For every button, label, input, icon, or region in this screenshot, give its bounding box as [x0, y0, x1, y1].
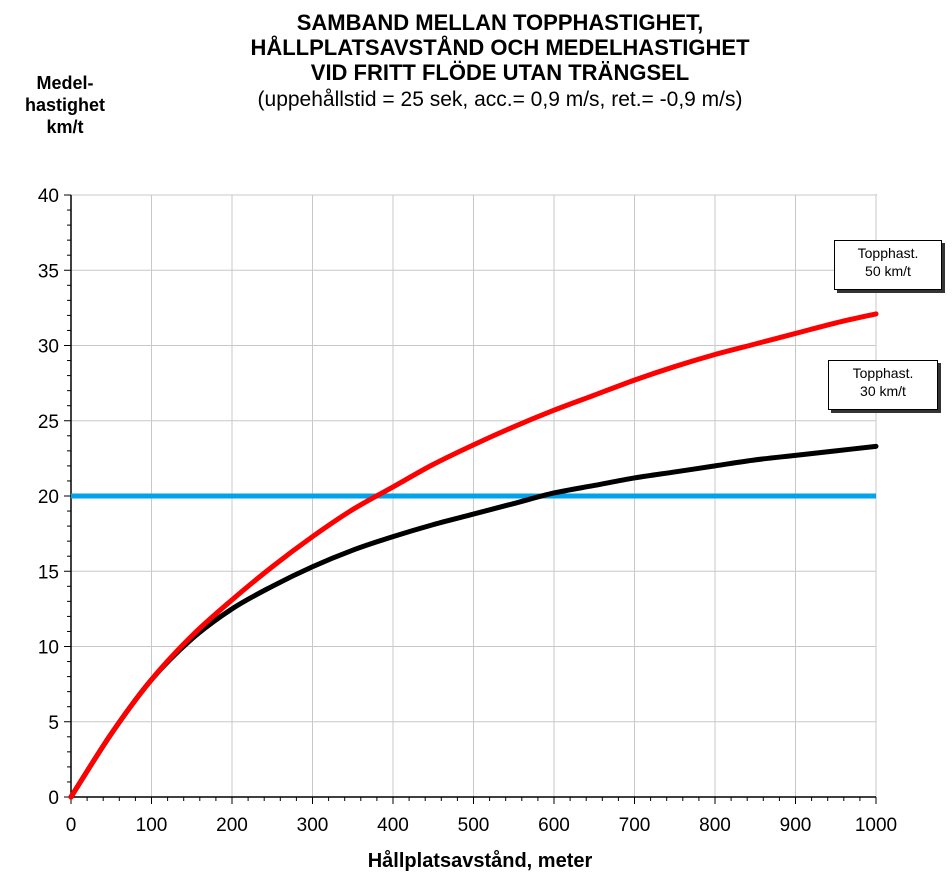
legend-label-30-line-2: 30 km/t: [860, 383, 906, 399]
x-tick-label: 900: [780, 815, 812, 836]
x-tick-label: 100: [136, 815, 168, 836]
title-line-2: HÅLLPLATSAVSTÅND OCH MEDELHASTIGHET: [250, 35, 750, 60]
legend-label-30-line-1: Topphast.: [852, 365, 914, 381]
legend-label-50-line-1: Topphast.: [857, 245, 919, 261]
x-tick-label: 600: [538, 815, 570, 836]
y-tick-label: 10: [38, 638, 59, 659]
chart-title: SAMBAND MELLAN TOPPHASTIGHET, HÅLLPLATSA…: [120, 10, 880, 113]
legend-label-50-line-2: 50 km/t: [865, 263, 911, 279]
y-axis-label-line-2: hastighet: [24, 95, 105, 115]
x-tick-label: 500: [458, 815, 490, 836]
y-tick-label: 0: [48, 788, 59, 809]
y-tick-label: 35: [38, 261, 59, 282]
legend-label-30: Topphast. 30 km/t: [828, 360, 938, 410]
y-tick-label: 40: [38, 186, 59, 207]
x-tick-label: 300: [297, 815, 329, 836]
x-axis-label: Hållplatsavstånd, meter: [367, 850, 593, 872]
y-tick-label: 20: [38, 487, 59, 508]
x-tick-label: 700: [619, 815, 651, 836]
chart-subtitle: (uppehållstid = 25 sek, acc.= 0,9 m/s, r…: [257, 88, 743, 111]
y-axis-label-line-3: km/t: [46, 117, 84, 137]
y-tick-label: 30: [38, 337, 59, 358]
legend-label-50: Topphast. 50 km/t: [834, 240, 942, 290]
y-tick-label: 25: [38, 412, 59, 433]
x-tick-label: 0: [66, 815, 77, 836]
y-tick-label: 15: [38, 562, 59, 583]
title-line-3: VID FRITT FLÖDE UTAN TRÄNGSEL: [310, 60, 690, 85]
series-line-50-kmt: [68, 311, 879, 800]
x-tick-label: 200: [216, 815, 248, 836]
y-tick-label: 5: [48, 713, 59, 734]
x-tick-label: 800: [699, 815, 731, 836]
x-tick-label: 400: [377, 815, 409, 836]
x-tick-label: 1000: [855, 815, 897, 836]
y-axis-label-line-1: Medel-: [36, 73, 94, 93]
title-line-1: SAMBAND MELLAN TOPPHASTIGHET,: [296, 10, 704, 35]
y-axis-label: Medel- hastighet km/t: [5, 72, 125, 138]
